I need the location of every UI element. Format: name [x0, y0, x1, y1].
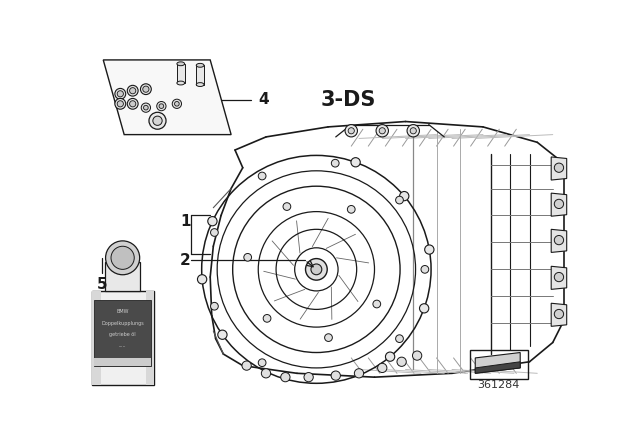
Polygon shape: [92, 291, 154, 385]
Circle shape: [259, 359, 266, 366]
Circle shape: [218, 330, 227, 339]
Circle shape: [385, 352, 395, 361]
Polygon shape: [551, 303, 566, 326]
Circle shape: [554, 272, 564, 282]
Text: Doppelkupplungs: Doppelkupplungs: [101, 321, 144, 326]
Circle shape: [208, 216, 217, 226]
Circle shape: [407, 125, 419, 137]
Circle shape: [396, 196, 403, 204]
Text: 1: 1: [180, 214, 191, 229]
Circle shape: [419, 304, 429, 313]
Circle shape: [143, 86, 149, 92]
Text: 361284: 361284: [477, 380, 520, 390]
Polygon shape: [105, 262, 140, 291]
Circle shape: [149, 112, 166, 129]
Circle shape: [157, 102, 166, 111]
Circle shape: [127, 99, 138, 109]
Circle shape: [117, 91, 124, 97]
Circle shape: [412, 351, 422, 360]
Circle shape: [244, 254, 252, 261]
Circle shape: [143, 105, 148, 110]
Circle shape: [263, 314, 271, 322]
Circle shape: [281, 373, 290, 382]
Circle shape: [153, 116, 162, 125]
Text: ·····: ·····: [119, 344, 126, 349]
Circle shape: [376, 125, 388, 137]
Circle shape: [373, 300, 381, 308]
Polygon shape: [551, 266, 566, 289]
Polygon shape: [103, 60, 231, 134]
Circle shape: [172, 99, 182, 108]
Circle shape: [129, 88, 136, 94]
Circle shape: [115, 88, 125, 99]
Circle shape: [554, 310, 564, 319]
Circle shape: [129, 101, 136, 107]
Circle shape: [211, 228, 218, 237]
Circle shape: [348, 128, 355, 134]
Circle shape: [211, 302, 218, 310]
Circle shape: [554, 163, 564, 172]
Circle shape: [378, 363, 387, 373]
Circle shape: [311, 264, 322, 275]
Circle shape: [159, 104, 164, 108]
Circle shape: [198, 275, 207, 284]
Circle shape: [261, 369, 271, 378]
Polygon shape: [94, 358, 151, 366]
Circle shape: [127, 85, 138, 96]
Polygon shape: [551, 157, 566, 180]
Circle shape: [351, 158, 360, 167]
Circle shape: [141, 103, 150, 112]
Circle shape: [106, 241, 140, 275]
Circle shape: [117, 101, 124, 107]
Text: 4: 4: [259, 92, 269, 108]
Circle shape: [554, 236, 564, 245]
Polygon shape: [551, 193, 566, 216]
Polygon shape: [177, 64, 184, 83]
Circle shape: [425, 245, 434, 254]
Polygon shape: [146, 291, 154, 385]
Circle shape: [332, 159, 339, 167]
Polygon shape: [476, 362, 520, 373]
Circle shape: [410, 128, 417, 134]
Text: 2: 2: [180, 253, 191, 267]
Ellipse shape: [196, 82, 204, 86]
Polygon shape: [551, 229, 566, 252]
Polygon shape: [94, 300, 151, 366]
Text: getriebe öl: getriebe öl: [109, 332, 136, 337]
Circle shape: [399, 191, 409, 201]
Polygon shape: [92, 291, 101, 385]
Circle shape: [355, 369, 364, 378]
Circle shape: [397, 357, 406, 366]
Circle shape: [345, 125, 358, 137]
Circle shape: [305, 258, 327, 280]
Text: 3-DS: 3-DS: [320, 90, 376, 110]
Circle shape: [283, 202, 291, 211]
Circle shape: [396, 335, 403, 343]
Circle shape: [421, 266, 429, 273]
Circle shape: [259, 172, 266, 180]
Circle shape: [304, 373, 313, 382]
Circle shape: [348, 206, 355, 213]
Text: 5: 5: [97, 277, 107, 292]
Circle shape: [115, 99, 125, 109]
Ellipse shape: [177, 62, 184, 66]
Ellipse shape: [177, 81, 184, 85]
Circle shape: [175, 102, 179, 106]
Circle shape: [324, 334, 332, 341]
Circle shape: [379, 128, 385, 134]
Circle shape: [242, 361, 252, 370]
Circle shape: [111, 246, 134, 269]
Text: BMW: BMW: [116, 309, 129, 314]
Circle shape: [554, 199, 564, 208]
Ellipse shape: [196, 63, 204, 67]
Polygon shape: [476, 353, 520, 373]
Circle shape: [331, 371, 340, 380]
Circle shape: [332, 372, 339, 379]
Polygon shape: [196, 65, 204, 85]
Circle shape: [140, 84, 151, 95]
